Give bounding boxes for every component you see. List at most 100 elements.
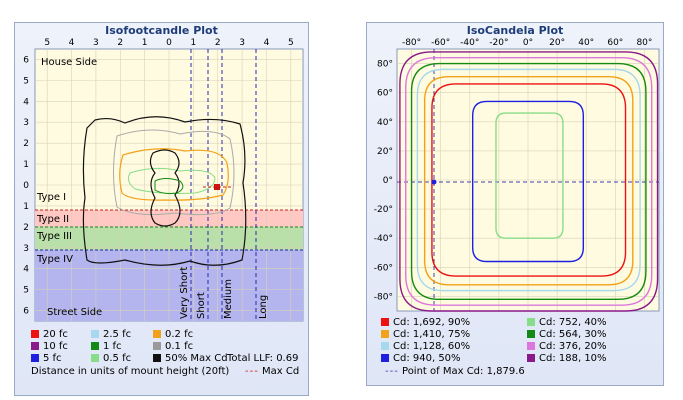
- swatch-0-5fc: [91, 354, 99, 362]
- cd-x-tick: 0°: [523, 38, 533, 48]
- swatch-5fc: [31, 354, 39, 362]
- fc-legend-label: 5 fc: [43, 353, 62, 364]
- fc-x-tick: 4: [264, 38, 270, 48]
- swatch-20fc: [31, 330, 39, 338]
- fc-y-tick: 4: [23, 265, 29, 275]
- cd-legend-item: Cd: 1,410, 75%: [381, 329, 470, 341]
- isocandela-panel: IsoCandela Plot -80° -60° -40° -20° 0° 20° 40°…: [366, 22, 664, 386]
- fc-legend-label: 0.1 fc: [165, 341, 194, 352]
- fc-legend-label: 50% Max Cd: [165, 353, 228, 364]
- swatch-2-5fc: [91, 330, 99, 338]
- cd-x-tick: 20°: [549, 38, 565, 48]
- cd-legend-label: Cd: 188, 10%: [539, 353, 607, 364]
- swatch-cd-30: [527, 330, 535, 338]
- fc-legend-label: 2.5 fc: [103, 329, 132, 340]
- cd-x-tick: 60°: [607, 38, 623, 48]
- fc-x-tick: 1: [190, 38, 196, 48]
- cd-contours: [399, 51, 659, 312]
- cd-y-tick: 20°: [377, 147, 393, 157]
- cd-x-tick: -40°: [460, 38, 479, 48]
- cd-x-tick: -60°: [431, 38, 450, 48]
- cd-y-tick: -80°: [374, 292, 393, 302]
- fc-legend-label: 0.2 fc: [165, 329, 194, 340]
- fc-y-tick: 6: [23, 307, 29, 317]
- fc-tick-labels: 5 4 3 2 1 0 1 2 3 4 5 6 5 4 3 2 1 0 1 2 3 4 5 6: [23, 38, 293, 317]
- fc-legend-item: 1 fc: [91, 341, 122, 353]
- fc-y-tick: 1: [23, 160, 29, 170]
- isofootcandle-panel: Isofootcandle Plot 5 4 3 2 1 0 1 2 3 4 5 6 5 4 3 2 1 0 1 2 3…: [14, 22, 309, 396]
- distance-note: Distance in units of mount height (20ft): [31, 366, 230, 377]
- type-i-label: Type I: [36, 192, 66, 203]
- cd-tick-labels: -80° -60° -40° -20° 0° 20° 40° 60° 80° 80° 60° 40° 2…: [374, 38, 653, 302]
- fc-y-tick: 2: [23, 139, 29, 149]
- cd-y-tick: 0°: [383, 176, 393, 186]
- swatch-50pct-max-cd: [153, 354, 161, 362]
- cd-legend: Cd: 1,692, 90% Cd: 752, 40% Cd: 1,410, 7…: [381, 317, 659, 381]
- fc-x-tick: 4: [69, 38, 75, 48]
- fc-x-tick: 3: [93, 38, 99, 48]
- long-label: Long: [258, 295, 269, 319]
- fc-x-tick: 5: [44, 38, 50, 48]
- cd-contour-line: [495, 112, 564, 239]
- street-side-label: Street Side: [47, 307, 102, 318]
- fc-y-tick: 2: [23, 223, 29, 233]
- cd-x-tick: -80°: [402, 38, 421, 48]
- house-side-label: House Side: [41, 57, 97, 68]
- swatch-0-2fc: [153, 330, 161, 338]
- type-iii-label: Type III: [36, 231, 72, 242]
- fc-legend: 20 fc 2.5 fc 0.2 fc 10 fc 1 fc 0.1 fc 5 …: [31, 329, 303, 391]
- contour-inner-50pct: [149, 149, 181, 227]
- fc-legend-label: 1 fc: [103, 341, 122, 352]
- max-cd-legend-label: Max Cd: [262, 366, 300, 377]
- swatch-cd-50: [381, 354, 389, 362]
- isocandela-plot: -80° -60° -40° -20° 0° 20° 40° 60° 80° 80° 60° 40° 2…: [374, 38, 660, 312]
- very-short-label: Very Short: [179, 267, 190, 319]
- cd-contour-line: [431, 83, 627, 277]
- fc-legend-item: 2.5 fc: [91, 329, 131, 341]
- fc-y-tick: 5: [23, 76, 29, 86]
- cd-legend-label: Cd: 376, 20%: [539, 341, 607, 352]
- fc-legend-item: 0.5 fc: [91, 353, 131, 365]
- swatch-cd-20: [527, 342, 535, 350]
- cd-y-tick: -60°: [374, 263, 393, 273]
- cd-x-tick: 40°: [578, 38, 594, 48]
- swatch-cd-90: [381, 318, 389, 326]
- max-cd-note: --- Point of Max Cd: 1,879.6: [385, 366, 525, 378]
- contour-1fc: [154, 178, 184, 195]
- fc-y-tick: 3: [23, 118, 29, 128]
- fc-y-tick: 1: [23, 202, 29, 212]
- cd-legend-label: Cd: 1,692, 90%: [393, 317, 471, 328]
- contour-50pct-max-cd: [82, 116, 247, 266]
- cd-legend-item: Cd: 564, 30%: [527, 329, 607, 341]
- fc-legend-item: 0.1 fc: [153, 341, 193, 353]
- cd-contour-line: [405, 57, 653, 306]
- cd-contour-line: [410, 62, 647, 301]
- cd-legend-label: Cd: 940, 50%: [393, 353, 461, 364]
- fc-x-tick: 2: [117, 38, 123, 48]
- fc-legend-label: 10 fc: [43, 341, 68, 352]
- fc-x-tick: 3: [239, 38, 245, 48]
- fc-legend-item: 5 fc: [31, 353, 62, 365]
- cd-legend-item: Cd: 1,692, 90%: [381, 317, 470, 329]
- fc-y-tick: 4: [23, 97, 29, 107]
- isofootcandle-plot: 5 4 3 2 1 0 1 2 3 4 5 6 5 4 3 2 1 0 1 2 3 4 5 6 House Side Stre…: [23, 38, 304, 322]
- cd-contour-line: [416, 68, 641, 292]
- fc-legend-item: 0.2 fc: [153, 329, 193, 341]
- fc-x-tick: 5: [288, 38, 294, 48]
- isocandela-title: IsoCandela Plot: [466, 24, 564, 37]
- cd-y-tick: 40°: [377, 118, 393, 128]
- fc-legend-item: 20 fc: [31, 329, 68, 341]
- cd-contour-line: [399, 51, 659, 312]
- swatch-cd-60: [381, 342, 389, 350]
- cd-legend-label: Cd: 1,128, 60%: [393, 341, 471, 352]
- cd-legend-label: Cd: 752, 40%: [539, 317, 607, 328]
- max-cd-note-text: Point of Max Cd: 1,879.6: [402, 366, 525, 377]
- cd-x-tick: 80°: [636, 38, 652, 48]
- cd-legend-item: Cd: 1,128, 60%: [381, 341, 470, 353]
- type-iv-label: Type IV: [36, 254, 73, 265]
- max-cd-point: [214, 184, 220, 190]
- medium-label: Medium: [223, 279, 234, 319]
- fc-x-tick: 0: [166, 38, 172, 48]
- cd-legend-label: Cd: 1,410, 75%: [393, 329, 471, 340]
- fc-y-tick: 0: [23, 181, 29, 191]
